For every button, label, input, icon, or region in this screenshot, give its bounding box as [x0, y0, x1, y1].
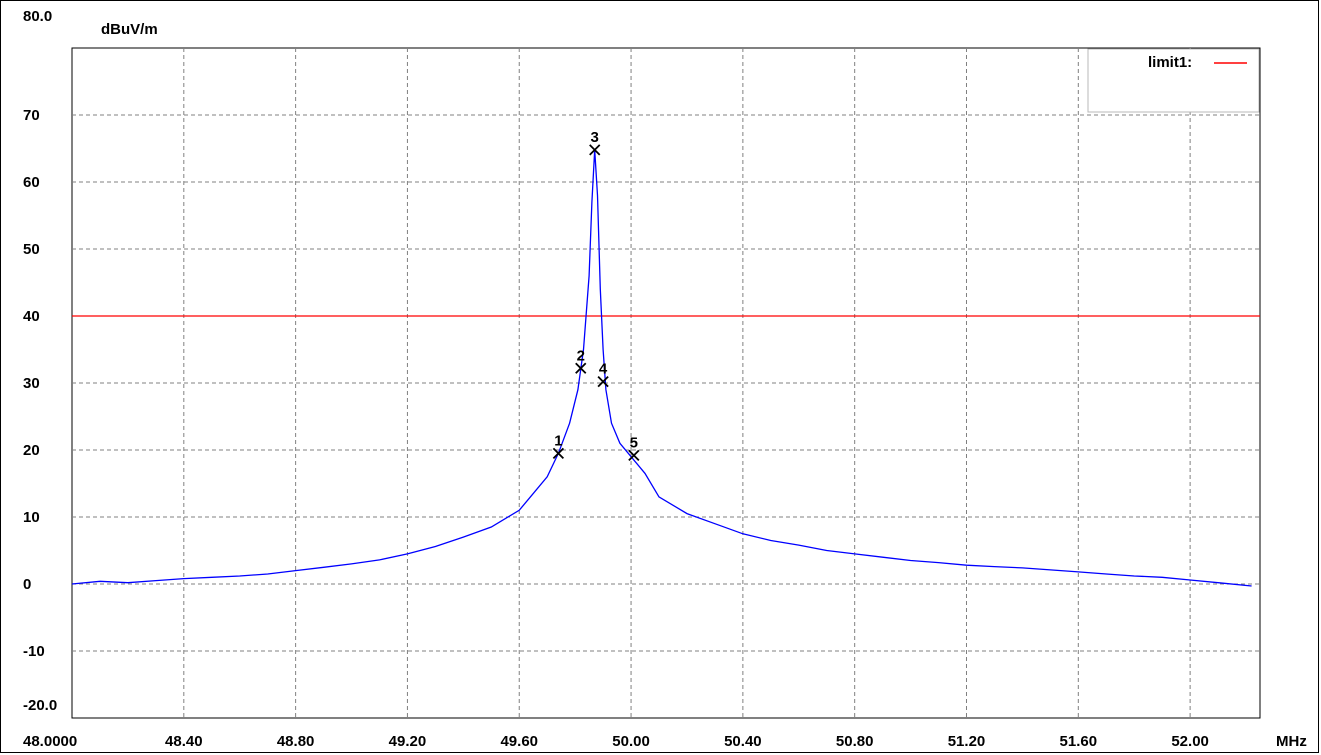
legend-box	[1087, 48, 1260, 113]
y-tick-label: 80.0	[23, 8, 52, 25]
x-tick-label: 50.00	[612, 733, 650, 750]
y-axis-unit-label: dBuV/m	[101, 21, 158, 38]
marker-label: 4	[599, 361, 608, 378]
y-tick-label: 70	[23, 107, 40, 124]
y-tick-label: -20.0	[23, 697, 57, 714]
series-trace	[71, 149, 1252, 587]
y-tick-label: 40	[23, 308, 40, 325]
x-tick-label: 50.80	[836, 733, 874, 750]
marker-cross	[552, 447, 565, 459]
x-axis-unit-label: MHz	[1276, 733, 1307, 750]
x-tick-label: 48.80	[277, 733, 315, 750]
y-tick-label: 20	[23, 442, 40, 459]
x-tick-label: 49.60	[500, 733, 538, 750]
marker-cross	[589, 144, 601, 156]
x-tick-label: 48.40	[165, 733, 203, 750]
markers: 1 2 3 4 5	[552, 129, 640, 461]
y-tick-label: -10	[23, 643, 45, 660]
y-tick-label: 60	[23, 174, 40, 191]
marker: 5	[628, 434, 640, 461]
x-tick-label: 49.20	[389, 733, 427, 750]
y-tick-label: 10	[23, 509, 40, 526]
marker-cross	[597, 376, 609, 388]
x-tick-labels: 48.0000 48.40 48.80 49.20 49.60 50.00 50.40 50.…	[23, 733, 1209, 750]
y-tick-label: 30	[23, 375, 40, 392]
y-tick-label: 50	[23, 241, 40, 258]
marker: 4	[597, 361, 609, 388]
marker: 3	[589, 129, 601, 156]
x-tick-label: 51.20	[948, 733, 986, 750]
marker-label: 3	[591, 129, 599, 146]
marker-cross	[575, 362, 587, 374]
marker-cross	[628, 449, 640, 461]
marker: 2	[575, 347, 587, 374]
x-tick-label: 51.60	[1060, 733, 1098, 750]
marker-label: 2	[577, 347, 585, 364]
y-tick-labels: 80.0 70 60 50 40 30 20 10 0 -10 -20.0	[23, 8, 57, 714]
x-tick-label: 52.00	[1171, 733, 1209, 750]
x-tick-label: 48.0000	[23, 733, 77, 750]
marker-label: 1	[554, 432, 562, 449]
y-tick-label: 0	[23, 576, 31, 593]
legend: limit1:	[1087, 48, 1260, 113]
marker-label: 5	[630, 434, 638, 451]
marker: 1	[552, 432, 565, 459]
legend-entry-label: limit1:	[1148, 54, 1192, 71]
x-tick-label: 50.40	[724, 733, 762, 750]
